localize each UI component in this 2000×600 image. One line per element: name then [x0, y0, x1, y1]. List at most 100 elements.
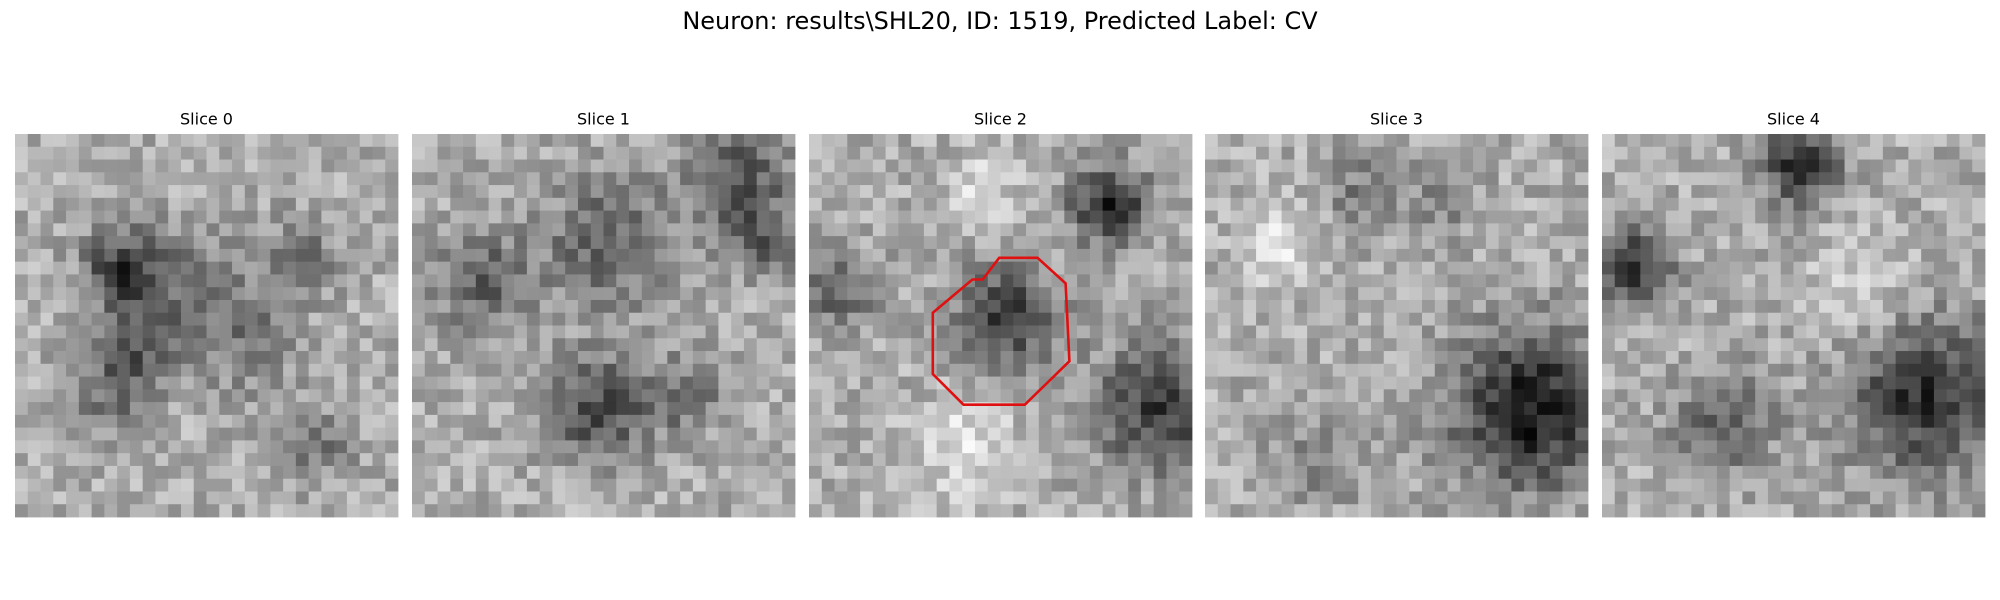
pixel — [1665, 389, 1679, 403]
pixel — [782, 338, 796, 352]
pixel — [1281, 440, 1295, 454]
pixel — [1511, 299, 1525, 314]
pixel — [295, 299, 310, 314]
pixel — [1447, 453, 1461, 467]
pixel — [1933, 478, 1948, 492]
pixel — [308, 236, 322, 250]
pixel — [1358, 312, 1372, 326]
pixel — [1678, 491, 1692, 505]
pixel — [514, 197, 528, 211]
pixel — [1358, 427, 1372, 441]
pixel — [949, 376, 963, 390]
pixel — [1026, 312, 1040, 326]
pixel — [1602, 478, 1616, 492]
pixel — [743, 312, 758, 326]
pixel — [1857, 491, 1871, 505]
pixel — [219, 248, 233, 263]
pixel — [53, 146, 67, 160]
pixel — [667, 325, 681, 339]
pixel — [321, 197, 335, 211]
pixel — [667, 363, 681, 377]
pixel — [1383, 389, 1397, 403]
pixel — [552, 453, 566, 467]
pixel — [1575, 185, 1589, 199]
pixel — [577, 363, 592, 377]
pixel — [616, 351, 630, 365]
pixel — [1870, 299, 1884, 314]
pixel — [1422, 376, 1436, 390]
pixel — [885, 402, 899, 416]
pixel — [295, 402, 310, 416]
pixel — [1256, 478, 1270, 492]
pixel — [1370, 402, 1385, 416]
pixel — [219, 236, 233, 250]
pixel — [1640, 504, 1654, 518]
pixel — [565, 223, 579, 237]
pixel — [616, 427, 630, 441]
pixel — [911, 223, 925, 237]
pixel — [680, 312, 694, 326]
pixel — [488, 197, 502, 211]
pixel — [1704, 338, 1718, 352]
pixel — [206, 504, 220, 518]
pixel — [1332, 389, 1346, 403]
pixel — [475, 363, 489, 377]
pixel — [616, 312, 630, 326]
pixel — [590, 376, 604, 390]
pixel — [283, 351, 297, 365]
pixel — [1332, 427, 1346, 441]
pixel — [782, 465, 796, 480]
pixel — [142, 338, 156, 352]
pixel — [372, 236, 386, 250]
pixel — [1128, 287, 1142, 301]
pixel — [1908, 389, 1922, 403]
pixel — [1831, 146, 1845, 160]
pixel — [27, 389, 41, 403]
pixel — [1473, 363, 1487, 377]
pixel — [1549, 146, 1563, 160]
pixel — [782, 197, 796, 211]
pixel — [821, 325, 835, 339]
pixel — [577, 134, 592, 148]
pixel — [1230, 465, 1244, 480]
pixel — [1511, 504, 1525, 518]
pixel — [1256, 325, 1270, 339]
pixel — [1128, 312, 1142, 326]
pixel — [1307, 440, 1321, 454]
pixel — [1640, 172, 1654, 186]
pixel — [1704, 210, 1718, 224]
pixel — [552, 465, 566, 480]
pixel — [1230, 363, 1244, 377]
pixel — [692, 261, 707, 275]
pixel — [1243, 325, 1257, 339]
pixel — [872, 197, 886, 211]
pixel — [974, 159, 989, 173]
pixel — [1653, 274, 1667, 288]
pixel — [1051, 197, 1065, 211]
pixel — [974, 185, 989, 199]
pixel — [603, 414, 617, 429]
pixel — [1972, 236, 1986, 250]
pixel — [475, 134, 489, 148]
pixel — [885, 210, 899, 224]
pixel — [1575, 210, 1589, 224]
pixel — [565, 376, 579, 390]
pixel — [104, 312, 118, 326]
pixel — [359, 363, 373, 377]
pixel — [718, 427, 732, 441]
pixel — [949, 440, 963, 454]
pixel — [1166, 504, 1180, 518]
pixel — [911, 325, 925, 339]
pixel — [206, 363, 220, 377]
pixel — [1575, 504, 1589, 518]
pixel — [718, 159, 732, 173]
pixel — [1831, 274, 1845, 288]
pixel — [552, 287, 566, 301]
pixel — [155, 414, 169, 429]
pixel — [885, 274, 899, 288]
pixel — [1972, 389, 1986, 403]
pixel — [809, 287, 823, 301]
pixel — [232, 465, 246, 480]
pixel — [1243, 159, 1257, 173]
pixel — [769, 299, 783, 314]
